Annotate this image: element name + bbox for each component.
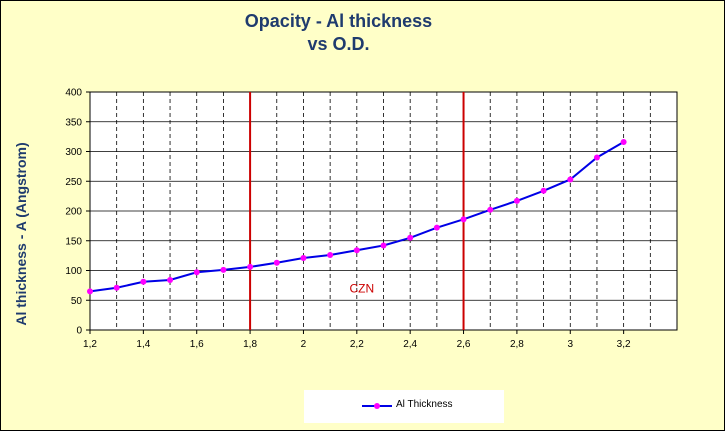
chart-title-line-2: vs O.D. xyxy=(307,34,370,54)
x-tick-label: 2,4 xyxy=(403,339,417,350)
data-point xyxy=(407,234,414,241)
chart-title-line-1: Opacity - Al thickness xyxy=(244,11,433,31)
data-point xyxy=(113,284,120,291)
x-tick-label: 2,6 xyxy=(457,339,471,350)
data-point xyxy=(167,277,174,284)
data-point xyxy=(620,138,627,145)
data-point xyxy=(193,269,200,276)
y-tick-label: 300 xyxy=(65,147,82,158)
data-point xyxy=(300,255,307,262)
annotations: CZN xyxy=(349,281,374,295)
data-point xyxy=(140,278,147,285)
data-point xyxy=(460,216,467,223)
y-tick-label: 50 xyxy=(71,296,83,307)
x-tick-label: 1,6 xyxy=(190,339,204,350)
x-tick-label: 3 xyxy=(567,339,573,350)
data-point xyxy=(513,197,520,204)
data-point xyxy=(87,288,93,295)
data-point xyxy=(273,259,280,266)
data-point xyxy=(593,154,600,161)
series-layer xyxy=(87,138,627,295)
y-tick-label: 250 xyxy=(65,177,82,188)
data-point xyxy=(567,176,574,183)
data-point xyxy=(327,252,334,259)
x-tick-label: 1,4 xyxy=(136,339,150,350)
legend: Al Thickness xyxy=(304,390,504,423)
data-point xyxy=(380,242,387,249)
annotation-czn: CZN xyxy=(349,281,374,295)
x-tick-label: 3,2 xyxy=(617,339,631,350)
x-tick-label: 2 xyxy=(301,339,307,350)
y-tick-label: 100 xyxy=(65,266,82,277)
data-point xyxy=(220,266,227,273)
x-tick-label: 2,8 xyxy=(510,339,524,350)
data-point xyxy=(433,224,440,231)
y-tick-label: 150 xyxy=(65,236,82,247)
data-point xyxy=(247,263,254,270)
x-tick-label: 1,8 xyxy=(243,339,257,350)
y-tick-label: 350 xyxy=(65,117,82,128)
legend-label: Al Thickness xyxy=(396,399,453,410)
data-point xyxy=(540,187,547,194)
y-tick-label: 0 xyxy=(76,326,82,337)
legend-marker-swatch xyxy=(374,403,380,409)
data-point xyxy=(487,206,494,213)
y-tick-label: 400 xyxy=(65,88,82,99)
y-tick-label: 200 xyxy=(65,207,82,218)
x-tick-label: 1,2 xyxy=(83,339,97,350)
x-tick-label: 2,2 xyxy=(350,339,364,350)
reference-lines xyxy=(249,92,465,330)
tick-labels: 0 50 100 150 200 250 300 350 400 1,2 1,4 1,6 1,8 2 2,2… xyxy=(65,88,631,351)
data-point xyxy=(353,247,360,254)
